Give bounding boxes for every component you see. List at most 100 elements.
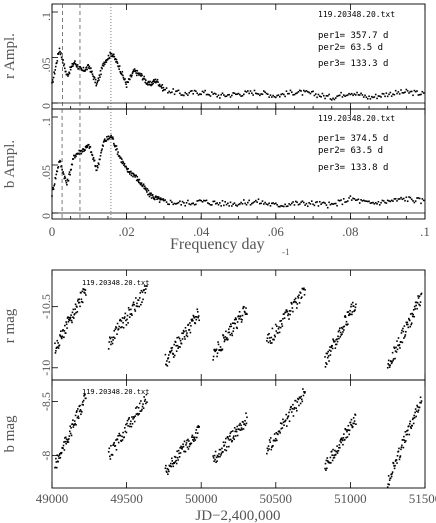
mag-point (186, 446, 189, 449)
mag-point (226, 446, 228, 448)
mag-point (218, 448, 221, 451)
mag-point (135, 305, 138, 307)
spectrum-point (60, 52, 62, 54)
spectrum-point (167, 203, 169, 205)
mag-point (416, 301, 419, 304)
mag-point (129, 423, 132, 425)
spectrum-point (205, 93, 208, 96)
spectrum-point (134, 176, 136, 178)
mag-point (280, 319, 283, 322)
mag-point (182, 329, 185, 332)
mag-point (269, 437, 272, 439)
spectrum-point (333, 202, 336, 205)
mag-point (271, 342, 273, 344)
spectrum-point (244, 202, 246, 205)
mag-point (72, 426, 75, 428)
spectrum-point (340, 91, 342, 94)
spectrum-point (163, 89, 165, 91)
freq-tick-label: .02 (118, 224, 134, 239)
mag-point (85, 294, 87, 296)
mag-point (215, 349, 217, 351)
mag-point (80, 292, 82, 294)
spectrum-point (229, 201, 232, 204)
spectrum-point (292, 201, 294, 203)
spectrum-point (110, 52, 113, 55)
mag-point (277, 327, 280, 330)
mag-point (282, 318, 284, 320)
spectrum-point (377, 201, 380, 203)
mag-point (420, 400, 423, 402)
spectrum-point (316, 201, 318, 203)
mag-point (334, 347, 337, 349)
spectrum-point (187, 94, 189, 96)
mag-point (411, 418, 414, 421)
spectrum-point (195, 90, 197, 93)
spectrum-point (108, 57, 110, 60)
spectrum-point (326, 206, 329, 209)
mag-point (399, 347, 401, 349)
spectrum-point (57, 167, 59, 169)
mag-point (120, 326, 122, 329)
mag-point (129, 313, 132, 315)
spectrum-point (84, 70, 86, 72)
spectrum-point (364, 200, 366, 202)
mag-point (243, 423, 246, 425)
mag-point (232, 435, 235, 438)
spectrum-point (87, 63, 90, 66)
spectrum-point (83, 150, 85, 152)
spectrum-point (402, 197, 405, 200)
mag-point (189, 322, 191, 324)
mag-point (267, 445, 270, 447)
mag-point (54, 352, 57, 354)
spectrum-point (136, 178, 139, 181)
spectrum-point (273, 203, 276, 205)
spectrum-point (390, 95, 393, 97)
mag-point (74, 422, 76, 425)
mag-point (343, 438, 346, 441)
spectrum-point (320, 96, 322, 98)
mag-point (266, 447, 269, 450)
mag-point (339, 438, 342, 441)
spectrum-point (203, 91, 205, 94)
spectrum-point (165, 87, 168, 89)
spectrum-point (95, 169, 98, 172)
spectrum-point (123, 164, 125, 167)
mag-point (119, 318, 122, 321)
mag-point (240, 321, 243, 323)
mag-point (345, 436, 347, 439)
mag-point (244, 313, 247, 316)
spectrum-point (149, 194, 152, 196)
mag-point (386, 366, 389, 369)
spectrum-point (71, 62, 74, 65)
spectrum-point (332, 97, 334, 100)
mag-point (273, 433, 276, 435)
spectrum-point (286, 205, 289, 207)
mag-point (337, 335, 339, 338)
spectrum-point (140, 75, 142, 77)
mag-point (188, 328, 191, 331)
spectrum-point (80, 152, 83, 155)
spectrum-point (370, 95, 373, 98)
spectrum-point (397, 91, 400, 93)
spectrum-point (126, 171, 129, 173)
spectrum-point (227, 94, 229, 96)
mag-point (339, 327, 341, 330)
spectrum-point (304, 204, 306, 206)
spectrum-point (135, 179, 138, 182)
spectrum-point (412, 200, 414, 202)
spectrum-point (151, 193, 154, 196)
mag-point (389, 477, 392, 480)
spectrum-point (325, 94, 328, 97)
mag-point (407, 326, 410, 329)
mag-point (342, 437, 345, 439)
spectrum-point (354, 94, 357, 96)
spectrum-point (65, 179, 67, 182)
mag-point (218, 453, 220, 455)
mag-point (71, 311, 74, 314)
spectrum-point (154, 196, 157, 198)
mag-point (81, 411, 83, 413)
mag-point (232, 437, 235, 439)
spectrum-point (208, 202, 210, 205)
spectrum-point (381, 199, 384, 202)
ampl-tick-label: 0 (39, 213, 53, 219)
